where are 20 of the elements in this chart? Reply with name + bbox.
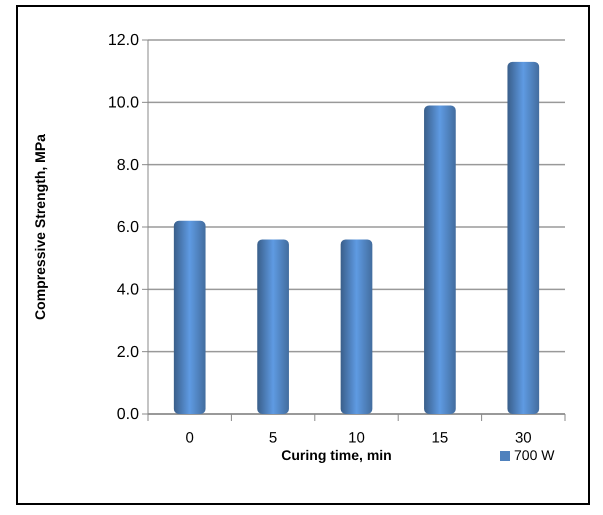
x-tick-label: 0	[186, 430, 194, 447]
bar	[507, 62, 540, 414]
x-tick-label: 15	[432, 430, 448, 447]
bar	[174, 220, 206, 414]
y-axis-title: Compressive Strength, MPa	[32, 134, 48, 320]
y-tick-label: 10.0	[108, 94, 140, 112]
x-tick-label: 10	[348, 430, 365, 447]
y-tick-label: 0.0	[116, 406, 140, 424]
x-tick-label: 5	[268, 430, 278, 447]
y-tick-label: 6.0	[116, 219, 140, 236]
x-tick-label: 30	[514, 430, 532, 447]
y-tick-label: 8.0	[116, 156, 140, 174]
bar	[340, 239, 372, 414]
y-tick-label: 4.0	[116, 281, 140, 298]
bar	[424, 105, 456, 414]
y-tick-label: 12.0	[108, 32, 140, 50]
bar	[257, 239, 289, 414]
legend-label: 700 W	[514, 447, 556, 463]
y-tick-label: 2.0	[116, 344, 140, 361]
x-axis-title: Curing time, min	[281, 447, 392, 463]
